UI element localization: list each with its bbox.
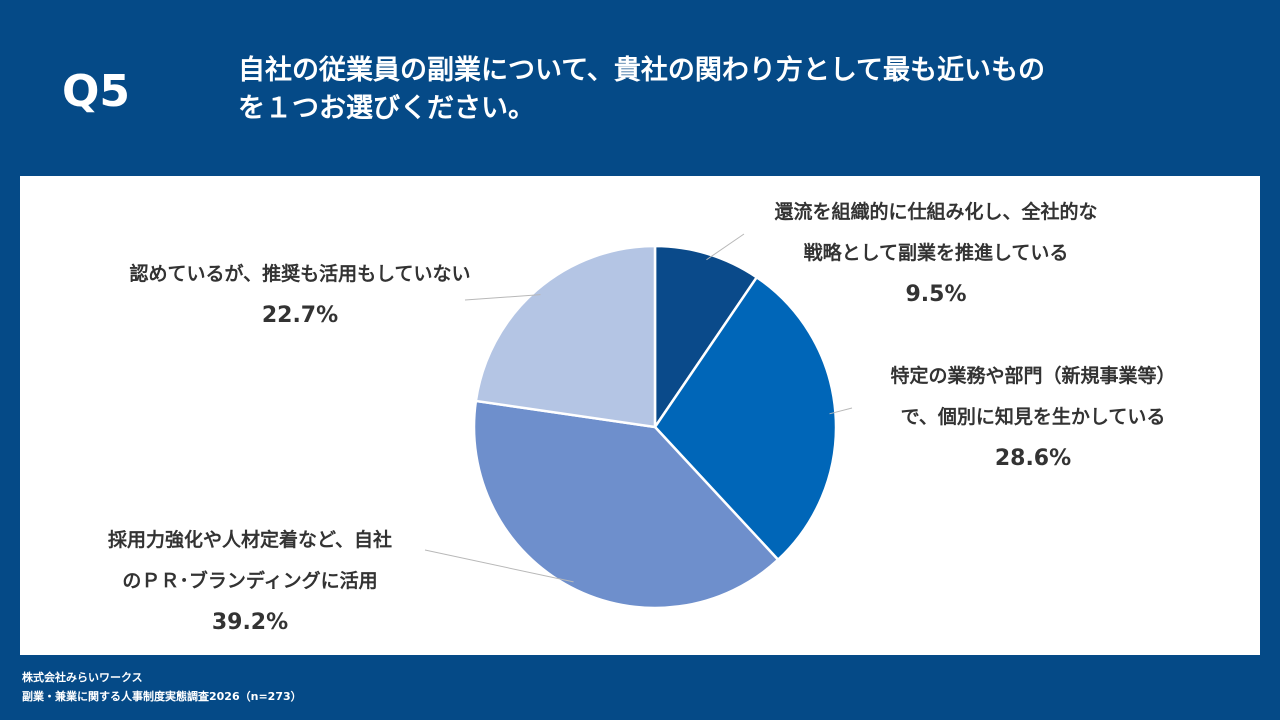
slice-label-2-line2: のＰＲ･ブランディングに活用 [122,570,378,592]
question-text: 自社の従業員の副業について、貴社の関わり方として最も近いもの を１つお選びくださ… [238,52,1138,128]
slice-label-3-line1: 認めているが、推奨も活用もしていない [129,263,471,285]
slice-label-1-value: 28.6% [994,446,1072,471]
slice-label-2-value: 39.2% [211,610,289,635]
pie-chart [424,233,853,610]
slice-label-3-value: 22.7% [261,303,339,328]
slice-label-1: 特定の業務や部門（新規事業等） で、個別に知見を生かしている 28.6% [848,356,1218,479]
chart-panel: 還流を組織的に仕組み化し、全社的な 戦略として副業を推進している 9.5% 特定… [20,176,1260,655]
pie-slice-1 [653,275,838,562]
pie-slice-3 [474,244,657,429]
question-line-2: を１つお選びください。 [238,93,535,124]
footer: 株式会社みらいワークス 副業・兼業に関する人事制度実態調査2026（n=273） [22,668,302,706]
slice-label-2-line1: 採用力強化や人材定着など、自社 [107,529,393,551]
slice-label-3: 認めているが、推奨も活用もしていない 22.7% [90,254,510,336]
slice-label-2: 採用力強化や人材定着など、自社 のＰＲ･ブランディングに活用 39.2% [70,520,430,643]
leader-line-2 [424,549,574,583]
footer-survey: 副業・兼業に関する人事制度実態調査2026（n=273） [22,690,302,703]
question-line-1: 自社の従業員の副業について、貴社の関わり方として最も近いもの [238,55,1046,86]
leader-line-1 [829,407,853,415]
pie-slice-0 [653,244,759,432]
pie-slice-2 [472,399,780,610]
leader-line-3 [464,294,541,301]
question-number: Q5 [62,66,131,117]
footer-company: 株式会社みらいワークス [22,671,143,684]
slice-label-0-line1: 還流を組織的に仕組み化し、全社的な [774,201,1098,223]
slice-label-1-line2: で、個別に知見を生かしている [900,406,1166,428]
slice-label-0-value: 9.5% [905,282,967,307]
slice-label-1-line1: 特定の業務や部門（新規事業等） [890,365,1176,387]
slice-label-0: 還流を組織的に仕組み化し、全社的な 戦略として副業を推進している 9.5% [741,192,1131,315]
leader-line-0 [706,233,745,261]
slice-label-0-line2: 戦略として副業を推進している [803,242,1069,264]
